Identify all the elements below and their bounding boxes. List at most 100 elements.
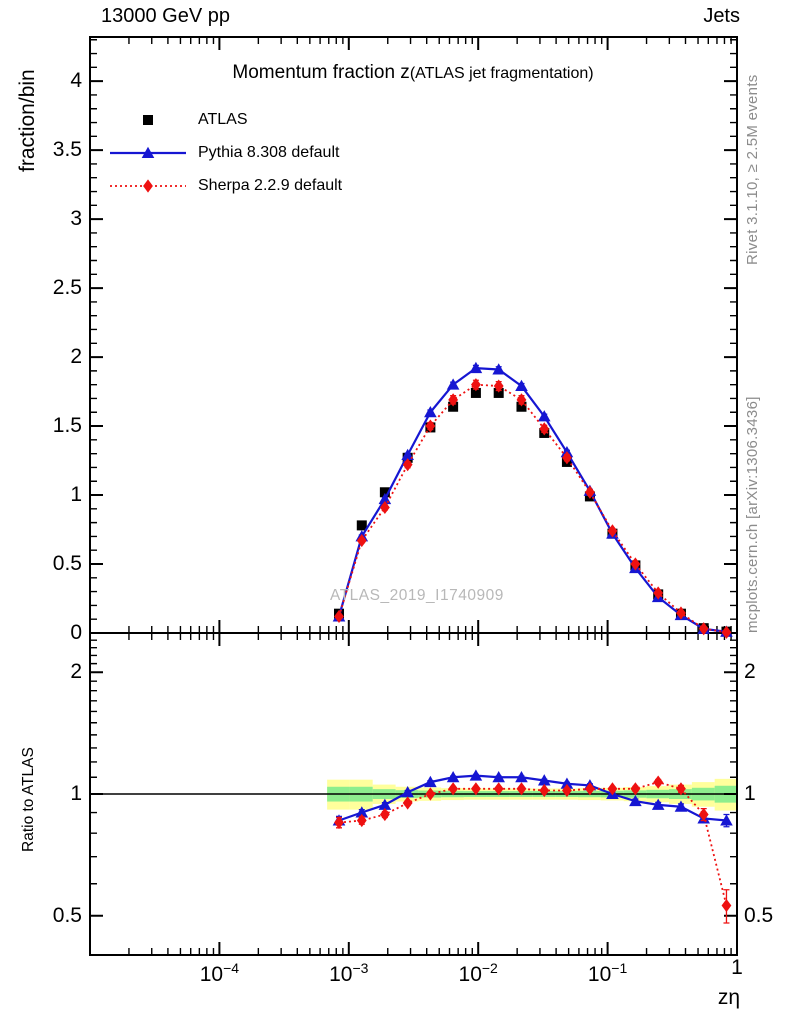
data-point-diamond — [698, 807, 709, 822]
ratio-y-tick-label-left: 2 — [70, 660, 82, 684]
data-point-diamond — [493, 379, 504, 393]
ratio-y-tick-label-right: 2 — [744, 660, 756, 684]
data-point-diamond — [539, 783, 550, 798]
data-point-triangle — [401, 448, 414, 461]
data-point-diamond — [607, 524, 618, 538]
data-point-diamond — [539, 422, 550, 436]
data-point-triangle — [446, 770, 460, 783]
data-point-square — [379, 487, 390, 498]
data-point-triangle — [401, 785, 414, 798]
ratio-y-tick-label-right: 1 — [744, 782, 756, 805]
data-point-diamond — [448, 782, 459, 796]
plot-title: Momentum fraction z(ATLAS jet fragmentat… — [133, 62, 693, 84]
data-point-diamond — [356, 533, 367, 548]
data-point-triangle — [560, 777, 574, 789]
data-point-triangle — [378, 798, 392, 810]
x-tick-label: 1 — [731, 956, 743, 979]
data-point-diamond — [516, 393, 527, 407]
legend-item-1: ATLAS — [108, 103, 342, 136]
x-tick-label: 10−1 — [587, 960, 628, 986]
ratio-y-tick-label-left: 1 — [70, 782, 82, 805]
data-point-triangle — [537, 410, 551, 422]
main-y-tick-label: 1.5 — [52, 414, 82, 438]
data-point-diamond — [516, 782, 527, 796]
header-process-label: Jets — [703, 5, 740, 27]
legend-item-label: Pythia 8.308 default — [198, 143, 340, 161]
data-point-diamond — [143, 178, 153, 193]
header-beam-label: 13000 GeV pp — [101, 5, 230, 27]
data-point-triangle — [492, 363, 505, 375]
data-point-triangle — [469, 769, 483, 781]
data-point-triangle — [424, 405, 437, 418]
data-point-diamond — [471, 782, 481, 796]
data-point-square — [448, 401, 459, 412]
data-point-square — [356, 520, 367, 531]
data-point-diamond — [425, 419, 436, 433]
mcplots-arxiv-note: mcplots.cern.ch [arXiv:1306.3436] — [744, 396, 761, 633]
data-point-diamond — [607, 782, 618, 796]
data-point-triangle — [629, 794, 642, 807]
main-y-tick-label: 2.5 — [52, 276, 82, 300]
data-point-triangle — [424, 775, 437, 788]
data-point-triangle — [469, 361, 483, 374]
x-tick-label: 10−4 — [199, 960, 240, 986]
data-point-diamond — [402, 796, 413, 810]
main-series-sherpa-2-2-9-default — [334, 378, 732, 639]
data-point-diamond — [334, 609, 344, 624]
data-point-diamond — [562, 451, 572, 465]
series-line — [338, 383, 727, 634]
x-tick-label: 10−2 — [458, 960, 498, 986]
data-point-triangle — [674, 800, 688, 812]
main-y-tick-label: 0 — [70, 621, 82, 644]
ratio-series-pythia-8-308-default — [332, 769, 733, 828]
legend-item-2: Pythia 8.308 default — [108, 136, 342, 169]
analysis-id-watermark: ATLAS_2019_I1740909 — [330, 587, 504, 604]
data-point-triangle — [537, 774, 551, 786]
legend-item-3: Sherpa 2.2.9 default — [108, 169, 342, 202]
data-point-diamond — [676, 606, 686, 620]
data-point-square — [143, 114, 153, 125]
x-tick-label: 10−3 — [329, 960, 369, 986]
main-y-tick-label: 4 — [70, 69, 82, 93]
data-point-diamond — [356, 813, 367, 828]
main-y-tick-label: 3.5 — [52, 138, 82, 162]
legend-item-label: ATLAS — [198, 110, 248, 128]
data-point-diamond — [721, 898, 732, 913]
main-y-tick-label: 3 — [70, 207, 82, 231]
rivet-version-note: Rivet 3.1.10, ≥ 2.5M events — [744, 74, 761, 265]
ratio-y-tick-label-right: 0.5 — [744, 903, 774, 927]
data-point-triangle — [355, 806, 369, 818]
data-point-triangle — [446, 378, 460, 390]
plot-title-paren: (ATLAS jet fragmentation) — [409, 65, 594, 82]
data-point-triangle — [515, 379, 528, 392]
legend: ATLAS Pythia 8.308 default Sherpa 2.2.9 de… — [108, 103, 342, 202]
plot-title-main: Momentum fraction z — [232, 62, 410, 83]
data-point-diamond — [630, 557, 641, 571]
x-axis-title: zη — [717, 986, 740, 1009]
triangle-marker-icon — [110, 146, 186, 158]
data-point-diamond — [448, 393, 459, 407]
data-point-square — [516, 401, 527, 412]
data-point-diamond — [334, 815, 344, 830]
data-point-triangle — [651, 798, 665, 810]
data-point-triangle — [720, 814, 733, 826]
data-point-diamond — [698, 622, 709, 636]
data-point-square — [470, 387, 481, 398]
major-ticks — [90, 37, 738, 955]
legend-item-label: Sherpa 2.2.9 default — [198, 176, 343, 194]
ratio-series-sherpa-2-2-9-default — [334, 775, 732, 924]
data-point-diamond — [630, 782, 641, 796]
data-point-triangle — [141, 146, 155, 158]
data-point-diamond — [425, 787, 436, 801]
data-point-diamond — [721, 625, 732, 639]
data-point-diamond — [562, 783, 572, 798]
main-y-tick-label: 1 — [70, 483, 82, 507]
diamond-marker-icon — [110, 178, 186, 193]
data-point-diamond — [471, 378, 481, 392]
data-point-square — [493, 387, 504, 398]
data-point-diamond — [585, 485, 595, 499]
ratio-y-tick-label-left: 0.5 — [52, 903, 82, 927]
data-point-diamond — [493, 782, 504, 796]
data-point-diamond — [585, 782, 595, 796]
